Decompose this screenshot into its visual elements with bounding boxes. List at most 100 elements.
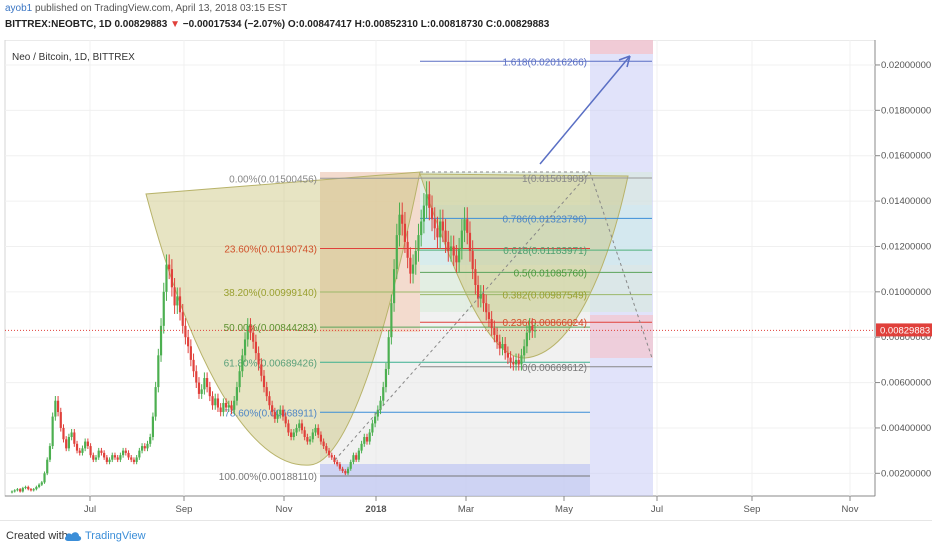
candle-body xyxy=(284,416,287,424)
close-value: 0.00829883 xyxy=(496,19,550,30)
candle-body xyxy=(10,491,14,493)
candle-body xyxy=(325,446,328,451)
candle-body xyxy=(271,405,274,413)
time-tick-label: Sep xyxy=(176,504,193,515)
candle-body xyxy=(48,446,52,460)
candle-body xyxy=(487,312,491,320)
candle-body xyxy=(409,257,412,274)
candle-body xyxy=(308,439,312,442)
candle-body xyxy=(322,441,325,447)
candle-body xyxy=(24,486,27,489)
candle-body xyxy=(16,489,19,491)
candle-body xyxy=(374,416,377,424)
candle-body xyxy=(287,423,290,433)
candle-body xyxy=(208,387,211,397)
candle-body xyxy=(395,235,398,270)
candle-body xyxy=(65,439,68,449)
candle-body xyxy=(222,402,225,413)
projection-top-zone xyxy=(590,40,653,54)
candle-body xyxy=(387,337,390,369)
price-tick-label: 0.00200000 xyxy=(881,468,931,479)
candle-body xyxy=(298,423,301,428)
fib-left-label: 78.60%(0.00468911) xyxy=(224,408,317,419)
candle-body xyxy=(100,450,103,453)
current-price-tag-text: 0.00829883 xyxy=(880,325,930,336)
candle-body xyxy=(290,432,293,438)
candle-body xyxy=(363,437,366,444)
candle-body xyxy=(531,325,534,331)
candle-body xyxy=(78,450,81,453)
candle-body xyxy=(276,414,279,419)
price-chart[interactable]: 0.00%(0.01500456) 23.60%(0.01190743) 38.20… xyxy=(0,40,932,520)
candle-body xyxy=(178,296,182,313)
publish-line: ayob1 published on TradingView.com, Apri… xyxy=(5,3,287,14)
projection-dash-1 xyxy=(334,171,591,461)
chart-title: Neo / Bitcoin, 1D, BITTREX xyxy=(12,52,135,63)
candle-body xyxy=(384,368,388,388)
change-value: −0.00017534 (−2.07%) xyxy=(182,19,286,30)
candle-body xyxy=(498,341,501,349)
candle-body xyxy=(214,398,217,406)
candle-body xyxy=(474,269,477,286)
time-tick-label: May xyxy=(555,504,573,515)
candle-body xyxy=(184,325,187,338)
price-tick-label: 0.01200000 xyxy=(881,241,931,252)
candle-body xyxy=(300,423,304,431)
candle-body xyxy=(173,287,176,306)
candle-body xyxy=(422,205,425,222)
candle-body xyxy=(195,371,198,383)
time-tick-label: Nov xyxy=(276,504,293,515)
fib-left-label: 23.60%(0.01190743) xyxy=(224,245,317,256)
candle-body xyxy=(211,396,214,406)
change-arrow-icon: ▼ xyxy=(170,19,180,30)
candle-body xyxy=(165,264,168,292)
candle-body xyxy=(84,441,87,449)
candle-body xyxy=(157,355,160,388)
candle-body xyxy=(352,455,355,462)
candle-body xyxy=(273,412,276,419)
open-value: 0.00847417 xyxy=(298,19,352,30)
candle-body xyxy=(490,319,493,329)
candle-body xyxy=(449,246,453,251)
candle-body xyxy=(224,402,228,408)
candle-body xyxy=(192,359,195,372)
candle-body xyxy=(238,371,241,388)
candle-body xyxy=(32,489,35,491)
candle-body xyxy=(447,241,450,251)
candle-body xyxy=(311,432,314,440)
candle-body xyxy=(355,455,358,460)
symbol-label[interactable]: BITTREX:NEOBTC, 1D xyxy=(5,19,112,30)
candle-body xyxy=(517,359,520,365)
candle-body xyxy=(124,450,127,453)
candle-body xyxy=(151,416,155,438)
tradingview-link[interactable]: TradingView xyxy=(85,530,146,542)
candle-body xyxy=(230,405,233,410)
candle-body xyxy=(116,457,119,460)
price-axis-labels: 0.02000000 0.01800000 0.01600000 0.01400000… xyxy=(875,60,931,479)
candle-body xyxy=(444,230,447,242)
candle-body xyxy=(127,452,130,458)
candle-body xyxy=(138,450,141,458)
candle-body xyxy=(482,294,485,304)
price-tick-label: 0.01400000 xyxy=(881,196,931,207)
candle-body xyxy=(103,452,106,458)
candle-body xyxy=(506,353,510,358)
cup-shape-right xyxy=(419,173,629,359)
candle-body xyxy=(292,432,295,438)
candle-body xyxy=(168,264,171,270)
high-value: 0.00852310 xyxy=(365,19,418,30)
candle-body xyxy=(187,337,190,347)
candle-body xyxy=(485,303,488,313)
fib-left-label: 38.20%(0.00999140) xyxy=(224,288,317,299)
candle-body xyxy=(452,246,455,256)
candle-body xyxy=(303,430,306,438)
candle-body xyxy=(62,427,65,440)
price-tick-label: 0.02000000 xyxy=(881,60,931,71)
author-link[interactable]: ayob1 xyxy=(5,3,33,14)
candle-body xyxy=(143,446,146,449)
candle-body xyxy=(246,325,249,340)
candle-body xyxy=(265,387,268,397)
created-with-text: Created with xyxy=(6,530,68,542)
fib-left-bottom-zone xyxy=(320,464,590,496)
candle-body xyxy=(181,312,184,326)
